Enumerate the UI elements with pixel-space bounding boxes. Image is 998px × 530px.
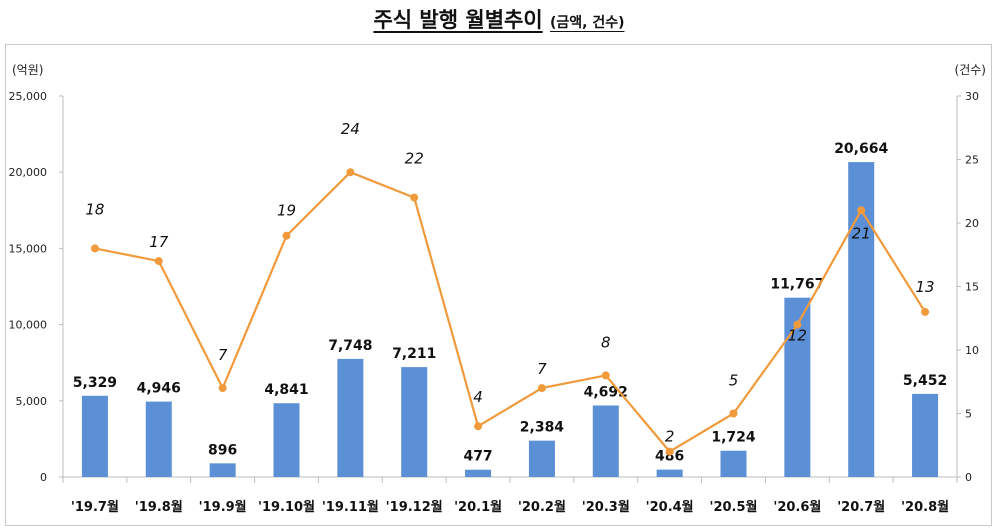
- count-point: [793, 320, 802, 329]
- x-tick-label: '20.1월: [454, 499, 502, 515]
- x-tick-label: '20.7월: [837, 499, 885, 515]
- y-axis-left-unit: (억원): [12, 63, 43, 77]
- count-value-label: 24: [341, 120, 360, 138]
- y-tick-left-label: 10,000: [9, 319, 48, 332]
- y-tick-right-label: 30: [965, 90, 979, 103]
- bar: [145, 401, 172, 477]
- y-tick-left-label: 25,000: [9, 90, 48, 103]
- bar: [528, 440, 555, 477]
- y-tick-left-label: 15,000: [9, 242, 48, 255]
- y-tick-left-label: 0: [40, 471, 47, 484]
- x-tick-label: '19.7월: [71, 499, 119, 515]
- x-tick-label: '20.8월: [901, 499, 949, 515]
- bar-value-label: 11,767: [770, 277, 824, 293]
- count-value-label: 21: [852, 224, 871, 242]
- chart-frame: [5, 44, 992, 526]
- count-point: [154, 257, 163, 266]
- count-value-label: 12: [788, 327, 807, 345]
- y-tick-right-label: 25: [965, 154, 979, 167]
- count-point: [729, 409, 738, 418]
- count-line: [94, 170, 927, 454]
- count-value-label: 22: [405, 150, 424, 168]
- y-tick-left-label: 5,000: [16, 395, 48, 408]
- count-point: [537, 384, 546, 393]
- count-value-label: 2: [665, 428, 675, 446]
- count-value-label: 4: [473, 388, 483, 406]
- bar: [401, 367, 428, 477]
- bar: [656, 469, 683, 477]
- bar: [209, 463, 236, 477]
- bar-value-label: 477: [463, 449, 492, 465]
- chart-title-main: 주식 발행 월별추이: [373, 8, 543, 32]
- bar-value-label: 4,946: [137, 381, 181, 397]
- x-tick-label: '19.8월: [135, 499, 183, 515]
- count-point: [90, 244, 99, 253]
- x-tick-label: '19.10월: [258, 499, 315, 515]
- y-tick-right-label: 5: [965, 408, 972, 421]
- x-tick-label: '20.3월: [582, 499, 630, 515]
- count-point: [282, 231, 291, 240]
- count-point: [601, 371, 610, 380]
- chart-title: 주식 발행 월별추이 (금액, 건수): [0, 4, 998, 34]
- bar: [848, 162, 875, 478]
- bar: [720, 450, 747, 477]
- bar-value-label: 7,748: [328, 338, 372, 354]
- count-value-label: 8: [601, 333, 611, 351]
- x-tick-label: '20.5월: [709, 499, 757, 515]
- count-value-label: 18: [85, 200, 104, 218]
- y-tick-left-label: 20,000: [9, 166, 48, 179]
- bar-value-label: 7,211: [392, 346, 436, 362]
- count-point: [857, 206, 866, 215]
- bar: [592, 405, 619, 477]
- x-tick-label: '20.6월: [773, 499, 821, 515]
- count-point: [410, 193, 419, 202]
- bar: [337, 358, 364, 477]
- bar-value-label: 20,664: [834, 141, 888, 157]
- x-tick-label: '19.12월: [386, 499, 443, 515]
- count-value-label: 19: [277, 202, 296, 220]
- count-point: [665, 447, 674, 456]
- count-point: [921, 307, 930, 316]
- bar-value-label: 5,329: [73, 375, 117, 391]
- chart-title-sub: (금액, 건수): [549, 15, 625, 31]
- count-value-label: 17: [149, 233, 169, 251]
- bar-value-label: 486: [655, 449, 684, 465]
- bar: [912, 393, 939, 477]
- bar-value-label: 1,724: [711, 430, 756, 446]
- bar-value-label: 5,452: [903, 373, 947, 389]
- y-tick-right-label: 20: [965, 217, 979, 230]
- x-tick-label: '19.9월: [199, 499, 247, 515]
- count-point: [218, 384, 227, 393]
- y-tick-right-label: 15: [965, 281, 979, 294]
- count-value-label: 13: [916, 278, 935, 296]
- count-value-label: 7: [218, 346, 228, 364]
- bar-value-label: 4,841: [264, 382, 308, 398]
- count-point: [474, 422, 483, 431]
- x-tick-label: '20.2월: [518, 499, 566, 515]
- y-axis-right-unit: (건수): [955, 63, 986, 77]
- count-point: [346, 168, 355, 177]
- x-tick-label: '20.4월: [646, 499, 694, 515]
- count-value-label: 7: [537, 360, 547, 378]
- x-tick-label: '19.11월: [322, 499, 379, 515]
- bar: [81, 395, 108, 477]
- bar-value-label: 2,384: [520, 420, 565, 436]
- bar: [273, 403, 300, 477]
- y-tick-right-label: 0: [965, 471, 972, 484]
- y-tick-right-label: 10: [965, 344, 979, 357]
- bar: [465, 469, 492, 477]
- count-value-label: 5: [729, 372, 739, 390]
- bar-value-label: 896: [208, 442, 237, 458]
